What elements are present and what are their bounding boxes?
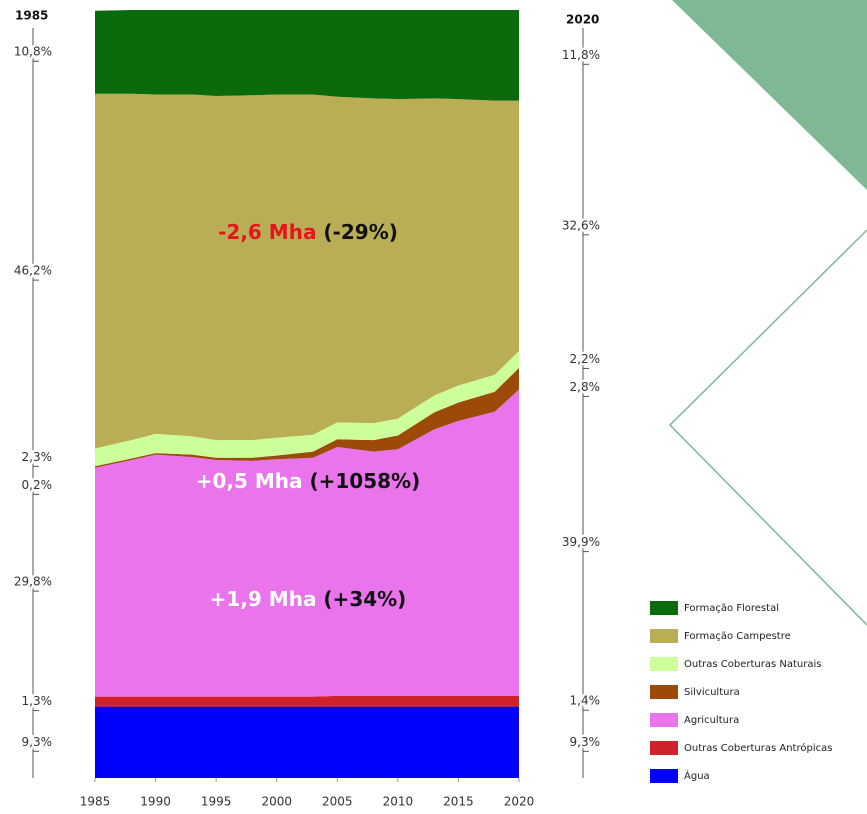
annotation: +0,5 Mha (+1058%) <box>196 469 421 493</box>
side-label: 9,3% <box>570 735 601 749</box>
legend-label: Formação Florestal <box>684 603 779 614</box>
annotation: -2,6 Mha (-29%) <box>218 220 398 244</box>
legend-swatch <box>650 601 678 615</box>
legend-label: Outras Coberturas Naturais <box>684 659 821 670</box>
annotation-part: +0,5 Mha <box>196 469 303 493</box>
x-tick-label: 2005 <box>322 795 353 809</box>
area <box>95 389 519 697</box>
side-label: 2,2% <box>570 352 601 366</box>
x-tick-label: 2010 <box>383 795 414 809</box>
legend-label: Formação Campestre <box>684 631 791 642</box>
side-label: 46,2% <box>14 264 52 278</box>
area <box>95 367 519 468</box>
side-label: 2,8% <box>570 380 601 394</box>
side-label: 2,3% <box>22 450 53 464</box>
area <box>95 350 519 467</box>
legend-label: Outras Coberturas Antrópicas <box>684 742 832 754</box>
decor-triangle <box>672 0 867 190</box>
x-tick-label: 1985 <box>80 795 111 809</box>
legend-swatch <box>650 629 678 643</box>
annotation-part: +1,9 Mha <box>210 587 317 611</box>
area <box>95 695 519 707</box>
annotation-part: -2,6 Mha <box>218 220 316 244</box>
x-tick-label: 2020 <box>504 795 535 809</box>
x-tick-label: 1990 <box>140 795 171 809</box>
side-label: 1,4% <box>570 694 601 708</box>
legend-label: Silvicultura <box>684 687 740 698</box>
side-label: 32,6% <box>562 218 600 232</box>
x-tick-label: 2015 <box>443 795 474 809</box>
legend-swatch <box>650 741 678 755</box>
x-tick-label: 1995 <box>201 795 232 809</box>
annotation: +1,9 Mha (+34%) <box>210 587 407 611</box>
legend-swatch <box>650 657 678 671</box>
side-label: 10,8% <box>14 45 52 59</box>
decor-outline <box>668 229 867 626</box>
side-label: 9,3% <box>22 735 53 749</box>
legend-label: Água <box>684 769 710 782</box>
side-label: 0,2% <box>22 478 53 492</box>
side-label: 1,3% <box>22 694 53 708</box>
side-label: 11,8% <box>562 48 600 62</box>
area <box>95 93 519 449</box>
legend-label: Agricultura <box>684 715 739 726</box>
legend-swatch <box>650 769 678 783</box>
annotation-part: (-29%) <box>316 220 397 244</box>
start-year: 1985 <box>15 9 48 23</box>
annotation-part: (+1058%) <box>303 469 421 493</box>
area <box>95 10 519 101</box>
legend-swatch <box>650 713 678 727</box>
legend-swatch <box>650 685 678 699</box>
end-year: 2020 <box>566 13 599 27</box>
side-label: 39,9% <box>562 535 600 549</box>
annotation-part: (+34%) <box>316 587 406 611</box>
area <box>95 706 519 778</box>
x-tick-label: 2000 <box>261 795 292 809</box>
side-label: 29,8% <box>14 575 52 589</box>
